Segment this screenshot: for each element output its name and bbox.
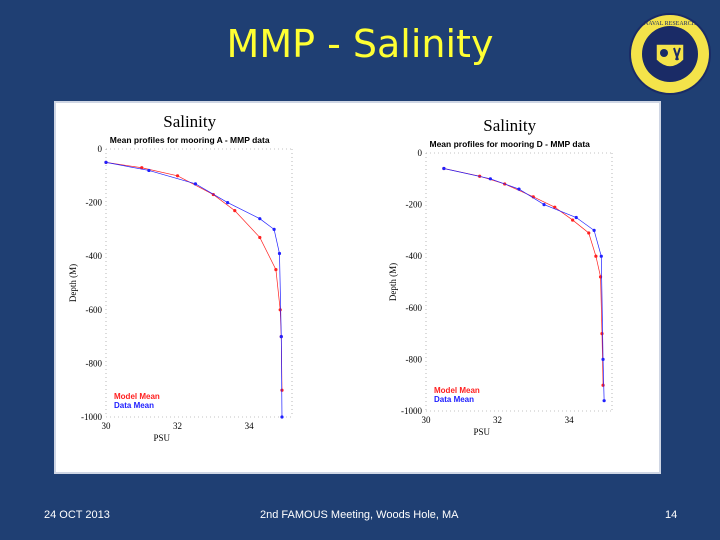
mooring-a-ytick-label: -1000: [81, 412, 102, 422]
arctic-research-laboratory-seal-icon: NAVAL RESEARCH: [629, 13, 711, 95]
mooring-d-data-mean-point: [574, 215, 578, 220]
mooring-a-ytick-label: 0: [98, 144, 103, 154]
mooring-d-data-mean-point: [602, 399, 606, 403]
mooring-d-data-mean-point: [517, 187, 521, 191]
mooring-d-data-mean-point: [599, 254, 603, 258]
mooring-d-x-label: PSU: [474, 427, 491, 437]
mooring-a-legend-model-mean: Model Mean: [114, 392, 160, 401]
mooring-a-subtitle: Mean profiles for mooring A - MMP data: [110, 135, 270, 145]
mooring-a-ytick-label: -200: [86, 198, 103, 208]
mooring-a-data-mean-point: [277, 251, 282, 256]
footer-page-number: 14: [665, 509, 678, 521]
mooring-d-xtick-label: 30: [422, 415, 432, 425]
mooring-d-model-mean-point: [553, 205, 557, 209]
mooring-d-data-mean-point: [542, 203, 546, 207]
mooring-a-data-mean-point: [272, 227, 276, 231]
mooring-a-model-mean-point: [278, 308, 282, 312]
mooring-a-model-mean-point: [233, 209, 237, 213]
footer-date: 24 OCT 2013: [44, 509, 110, 521]
mooring-a-model-mean-line: [105, 162, 283, 391]
mooring-d-ytick-label: -800: [406, 354, 423, 364]
mooring-d-data-mean-point: [488, 177, 492, 181]
mooring-a-model-mean-point: [175, 174, 180, 178]
mooring-a-legend-data-mean: Data Mean: [114, 401, 154, 410]
mooring-d-title: Salinity: [483, 116, 536, 135]
mooring-d-xtick-label: 32: [493, 415, 502, 425]
mooring-a-data-mean-point: [226, 201, 230, 205]
mooring-d-ytick-label: -1000: [401, 406, 422, 416]
mooring-a-model-mean-point: [140, 166, 144, 170]
mooring-d-model-mean-point: [600, 332, 604, 336]
chart-mooring-a: Salinity Mean profiles for mooring A - MM…: [68, 112, 293, 443]
mooring-a-data-mean-point: [147, 168, 151, 173]
mooring-d-legend-data-mean: Data Mean: [434, 395, 474, 404]
mooring-a-data-mean-point: [280, 415, 284, 419]
mooring-d-y-label: Depth (M): [388, 263, 398, 301]
mooring-a-xtick-label: 32: [173, 421, 182, 431]
mooring-d-model-mean-point: [571, 218, 575, 222]
mooring-a-model-mean-point: [274, 268, 278, 272]
mooring-d-model-mean-point: [594, 254, 598, 258]
mooring-d-model-mean-line: [443, 168, 604, 386]
slide-title: MMP - Salinity: [226, 22, 494, 66]
mooring-a-ytick-label: -600: [86, 305, 103, 315]
mooring-a-data-mean-point: [279, 335, 283, 339]
mooring-a-model-mean-point: [258, 235, 262, 240]
mooring-a-data-mean-point: [258, 217, 262, 221]
mooring-d-ytick-label: 0: [418, 148, 423, 158]
mooring-a-ytick-label: -400: [86, 251, 103, 261]
mooring-a-x-label: PSU: [154, 433, 171, 443]
mooring-d-model-mean-point: [587, 231, 591, 235]
mooring-a-data-mean-point: [104, 160, 108, 164]
svg-text:NAVAL RESEARCH: NAVAL RESEARCH: [644, 21, 697, 27]
mooring-a-xtick-label: 30: [102, 421, 112, 431]
mooring-d-data-mean-line: [443, 168, 605, 401]
mooring-d-data-mean-point: [601, 357, 605, 361]
figure-panel: Salinity Mean profiles for mooring A - MM…: [54, 101, 661, 474]
mooring-a-y-label: Depth (M): [68, 264, 78, 302]
chart-mooring-d: Salinity Mean profiles for mooring D - MM…: [388, 116, 613, 437]
mooring-d-legend-model-mean: Model Mean: [434, 386, 480, 395]
mooring-d-ytick-label: -200: [406, 200, 423, 210]
mooring-d-ytick-label: -400: [406, 251, 423, 261]
mooring-d-xtick-label: 34: [565, 415, 575, 425]
mooring-a-data-mean-point: [193, 182, 198, 186]
mooring-d-model-mean-point: [601, 383, 605, 387]
mooring-a-ytick-label: -800: [86, 358, 103, 368]
mooring-d-data-mean-point: [442, 166, 446, 171]
mooring-a-title: Salinity: [163, 112, 216, 131]
mooring-a-data-mean-line: [105, 162, 283, 418]
mooring-d-subtitle: Mean profiles for mooring D - MMP data: [429, 139, 590, 149]
footer-meeting: 2nd FAMOUS Meeting, Woods Hole, MA: [260, 509, 459, 521]
mooring-a-xtick-label: 34: [245, 421, 255, 431]
mooring-d-ytick-label: -600: [406, 303, 423, 313]
mooring-d-data-mean-point: [592, 228, 596, 232]
